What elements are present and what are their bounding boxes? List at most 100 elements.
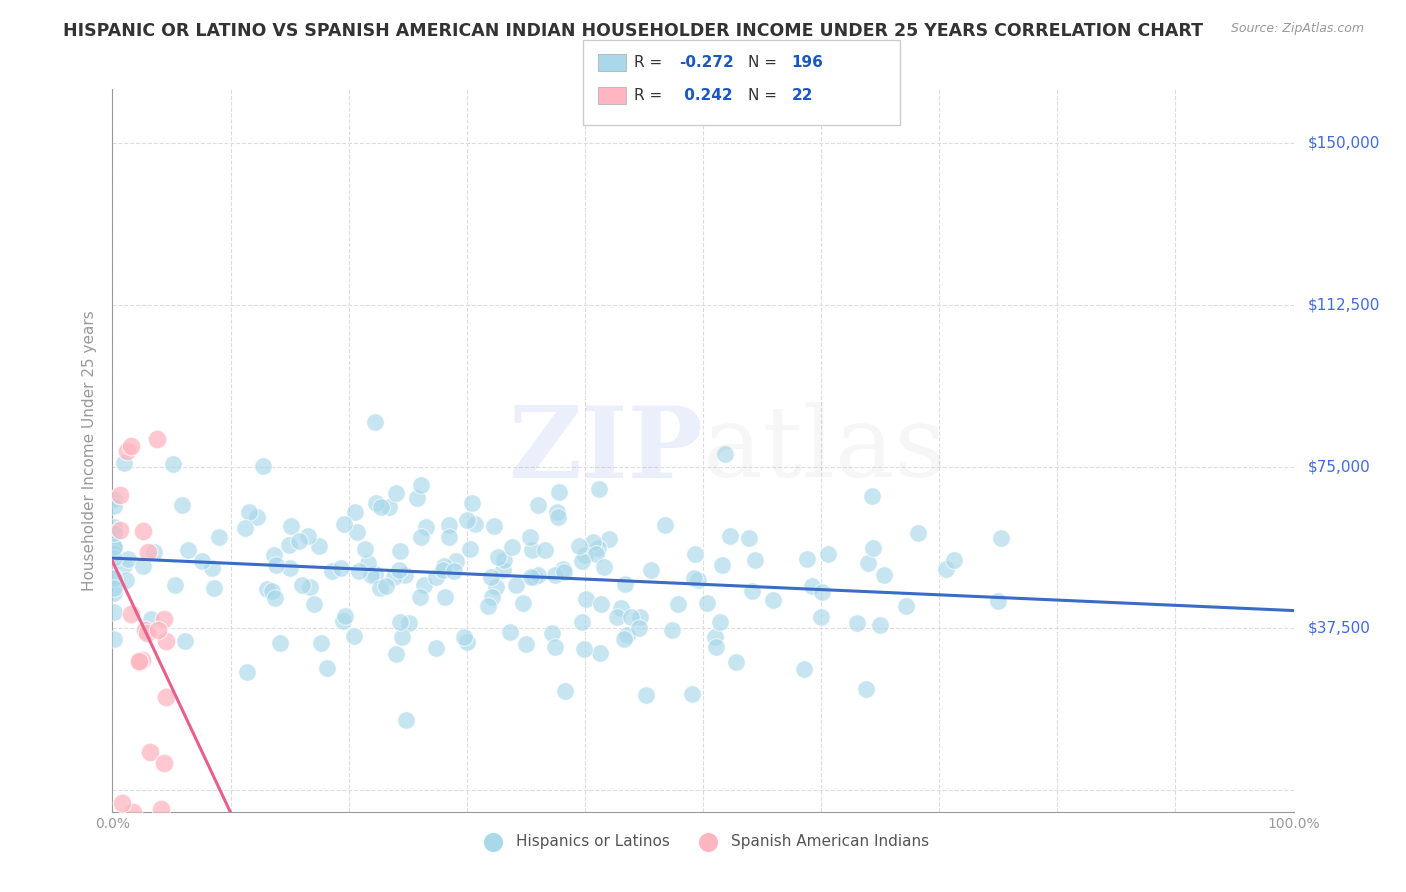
Point: [461, 496, 484, 510]
Point: [413, 578, 436, 592]
Point: [548, 485, 571, 500]
Point: [628, 621, 651, 635]
Point: [444, 554, 467, 568]
Point: [132, 524, 155, 538]
Point: [586, 541, 609, 556]
Point: [363, 415, 385, 429]
Point: [201, 561, 224, 575]
Point: [546, 505, 568, 519]
Point: [589, 646, 612, 660]
Text: atlas: atlas: [703, 402, 946, 499]
Point: [696, 595, 718, 609]
Point: [811, 585, 834, 599]
Point: [153, 612, 176, 626]
Point: [499, 625, 522, 640]
Point: [453, 630, 475, 644]
Point: [519, 530, 541, 544]
Point: [108, 523, 131, 537]
Point: [389, 615, 412, 630]
Point: [443, 564, 465, 578]
Point: [333, 609, 356, 624]
Point: [103, 551, 125, 566]
Point: [456, 635, 478, 649]
Point: [547, 510, 569, 524]
Point: [309, 636, 332, 650]
Point: [142, 545, 165, 559]
Point: [796, 551, 818, 566]
Point: [366, 496, 388, 510]
Point: [682, 571, 704, 585]
Point: [425, 640, 447, 655]
Point: [382, 570, 405, 584]
Point: [534, 543, 557, 558]
Point: [575, 592, 598, 607]
Point: [385, 486, 408, 500]
Point: [308, 540, 330, 554]
Point: [111, 796, 134, 810]
Point: [415, 520, 437, 534]
Point: [291, 577, 314, 591]
Point: [115, 573, 138, 587]
Point: [845, 615, 868, 630]
Point: [288, 533, 311, 548]
Text: $37,500: $37,500: [1308, 621, 1371, 636]
Point: [155, 690, 177, 705]
Point: [202, 581, 225, 595]
Legend: Hispanics or Latinos, Spanish American Indians: Hispanics or Latinos, Spanish American I…: [471, 828, 935, 855]
Point: [571, 553, 593, 567]
Point: [432, 563, 454, 577]
Point: [262, 583, 284, 598]
Point: [330, 560, 353, 574]
Point: [136, 545, 159, 559]
Point: [793, 662, 815, 676]
Point: [477, 599, 499, 613]
Point: [103, 542, 125, 557]
Point: [907, 525, 929, 540]
Point: [681, 687, 703, 701]
Point: [385, 647, 408, 661]
Point: [486, 549, 509, 564]
Point: [501, 540, 523, 554]
Point: [862, 541, 884, 555]
Point: [388, 563, 411, 577]
Point: [411, 530, 433, 544]
Text: 22: 22: [792, 88, 813, 103]
Point: [389, 543, 412, 558]
Point: [238, 505, 260, 519]
Point: [551, 561, 574, 575]
Point: [112, 558, 135, 573]
Point: [316, 660, 339, 674]
Point: [620, 609, 643, 624]
Point: [354, 541, 377, 556]
Point: [544, 640, 567, 654]
Point: [661, 623, 683, 637]
Point: [103, 586, 125, 600]
Point: [103, 491, 125, 506]
Point: [458, 542, 481, 557]
Point: [593, 560, 616, 574]
Point: [103, 525, 125, 540]
Point: [894, 599, 917, 614]
Point: [378, 500, 401, 515]
Point: [585, 548, 607, 562]
Point: [527, 568, 550, 582]
Point: [132, 559, 155, 574]
Point: [264, 558, 287, 573]
Text: R =: R =: [634, 88, 662, 103]
Point: [146, 432, 169, 446]
Text: R =: R =: [634, 55, 662, 70]
Point: [582, 535, 605, 549]
Point: [278, 538, 301, 552]
Point: [434, 590, 457, 604]
Point: [744, 553, 766, 567]
Point: [858, 556, 880, 570]
Point: [688, 574, 710, 588]
Point: [136, 626, 159, 640]
Point: [299, 580, 322, 594]
Point: [512, 596, 534, 610]
Point: [589, 598, 612, 612]
Point: [572, 642, 595, 657]
Point: [131, 653, 153, 667]
Point: [103, 606, 125, 620]
Point: [391, 630, 413, 644]
